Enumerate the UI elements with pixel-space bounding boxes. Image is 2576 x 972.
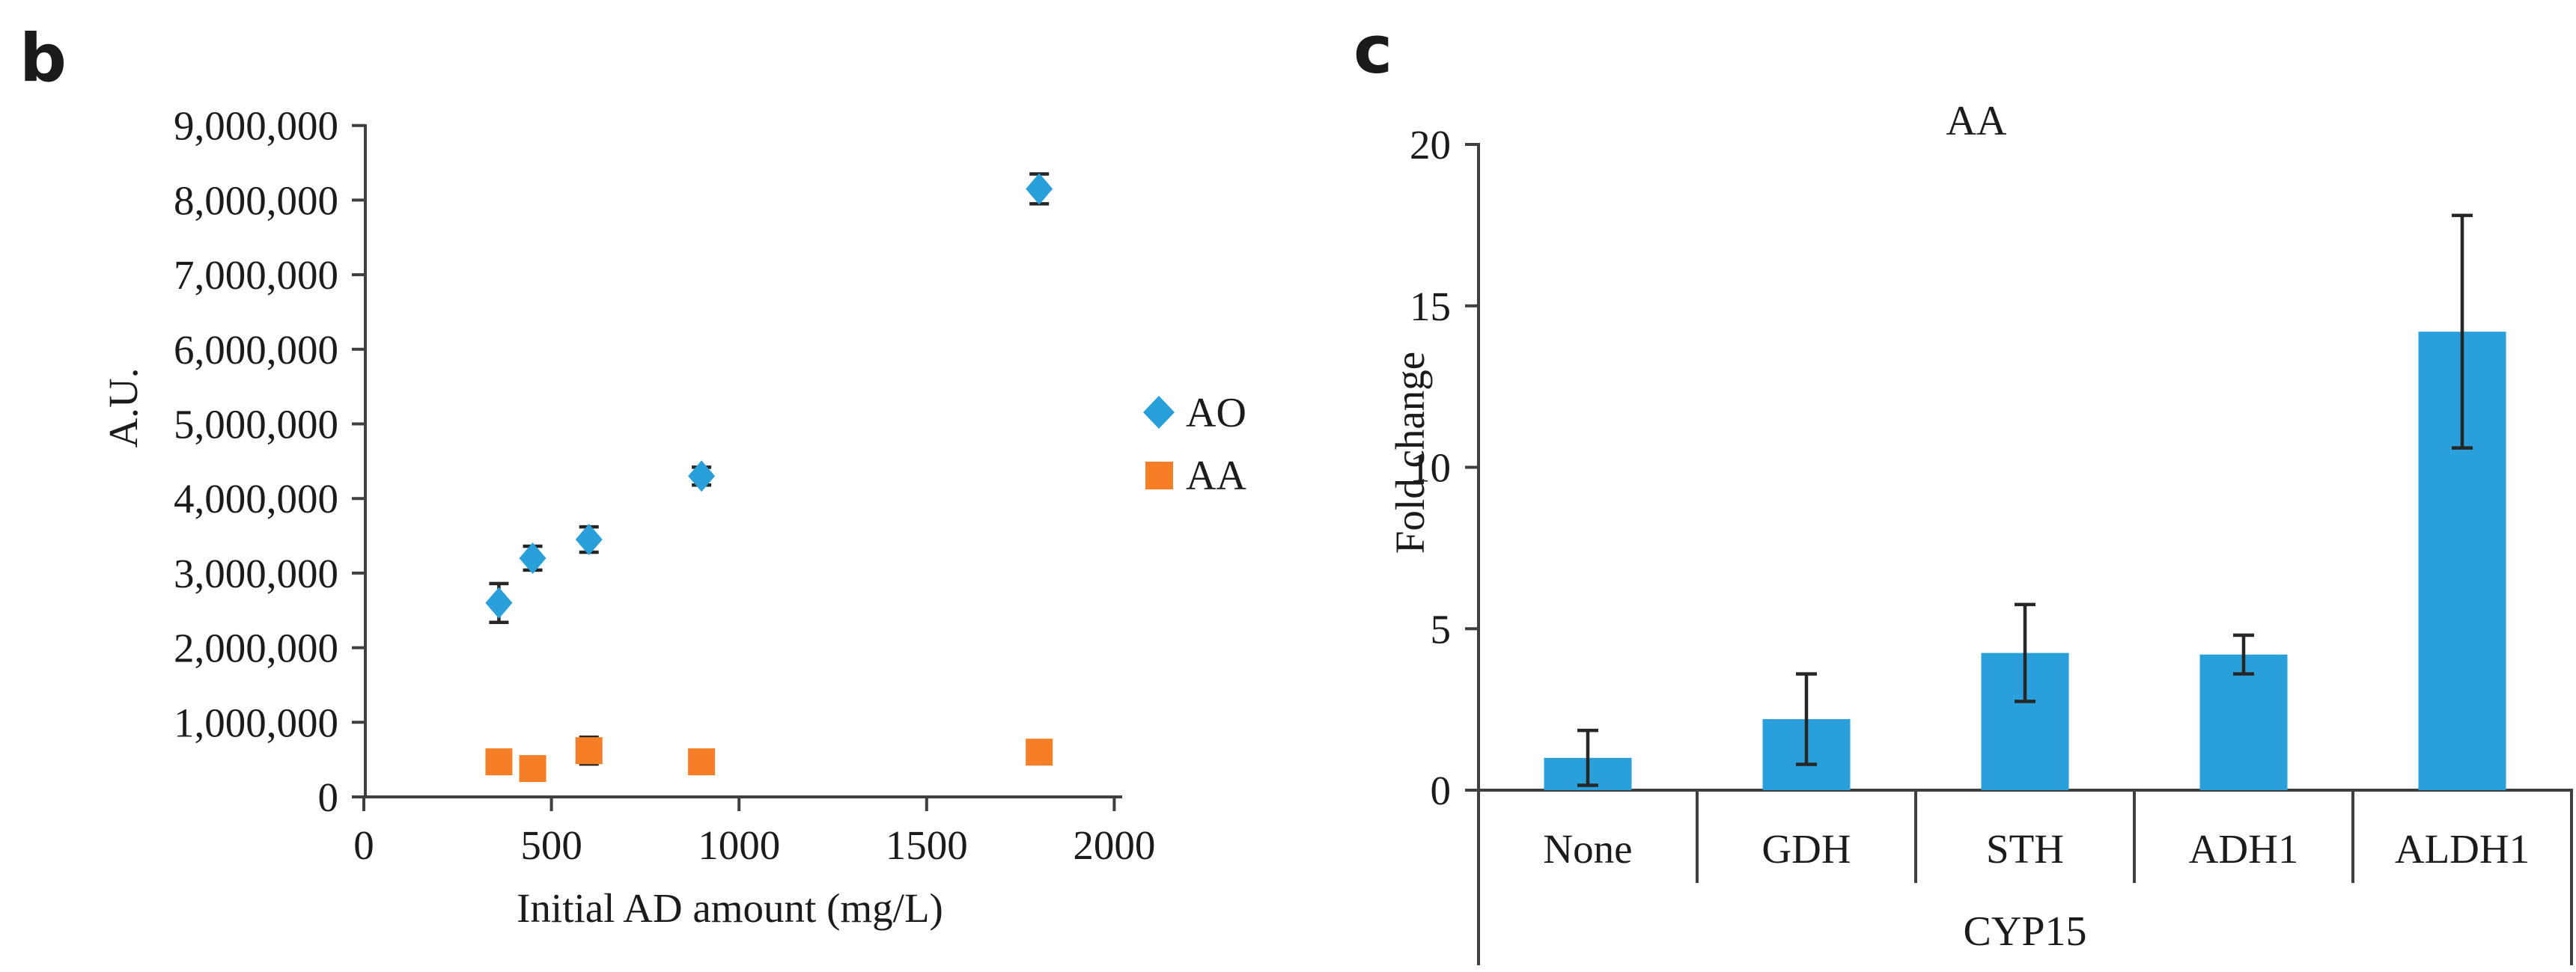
panel-b-x-tick-label: 500 (520, 822, 582, 868)
panel-c-y-tick-label: 20 (1410, 122, 1451, 168)
category-label-none: None (1543, 826, 1632, 872)
panel-c-letter: c (1354, 11, 1392, 88)
panel-b-legend: AO AA (1143, 390, 1246, 499)
data-point-square-aa (519, 755, 546, 783)
legend-ao-diamond-icon (1143, 396, 1175, 429)
legend-ao-label: AO (1186, 390, 1246, 436)
panel-b-x-tick-label: 0 (353, 822, 374, 868)
panel-c-y-tick-label: 15 (1410, 284, 1451, 329)
category-label-sth: STH (1986, 826, 2064, 872)
panel-b-x-axis-title: Initial AD amount (mg/L) (517, 885, 943, 931)
data-point-diamond-ao (485, 587, 513, 619)
legend-aa-label: AA (1186, 453, 1246, 499)
data-point-square-aa (485, 748, 513, 776)
data-point-diamond-ao (575, 524, 603, 556)
panel-b-y-tick-label: 3,000,000 (174, 551, 338, 596)
panel-b-x-tick-label: 2000 (1073, 822, 1155, 868)
panel-b: A.U. Initial AD amount (mg/L) AO AA 0 1,0… (100, 103, 1246, 931)
bar-adh1 (2199, 654, 2288, 790)
category-label-adh1: ADH1 (2189, 826, 2299, 872)
panel-c-y-tick-label: 5 (1431, 606, 1452, 652)
panel-b-letter: b (19, 19, 67, 97)
panel-c-group-label: CYP15 (1964, 908, 2087, 955)
panel-b-y-tick-label: 9,000,000 (174, 103, 338, 149)
panel-c-y-tick-label: 0 (1431, 768, 1452, 813)
panel-b-y-tick-label: 1,000,000 (174, 700, 338, 745)
data-point-square-aa (1026, 739, 1053, 766)
panel-b-y-tick-label: 2,000,000 (174, 626, 338, 671)
category-label-aldh1: ALDH1 (2395, 826, 2530, 872)
panel-b-y-tick-label: 0 (318, 774, 339, 820)
panel-c: AA Fold change CYP15 0 5 10 15 20 None GDH STH A… (1387, 98, 2573, 965)
data-point-square-aa (688, 748, 716, 776)
data-point-diamond-ao (1026, 173, 1053, 205)
data-point-diamond-ao (688, 460, 716, 492)
category-label-gdh: GDH (1762, 826, 1851, 872)
legend-aa-square-icon (1145, 462, 1173, 489)
panel-b-y-tick-label: 7,000,000 (174, 252, 338, 298)
panel-b-x-tick-label: 1500 (886, 822, 968, 868)
panel-c-y-tick-label: 10 (1410, 445, 1451, 491)
panel-b-y-tick-label: 4,000,000 (174, 476, 338, 522)
panel-b-y-axis-title: A.U. (100, 368, 146, 448)
panel-b-y-tick-label: 5,000,000 (174, 402, 338, 447)
panel-b-y-tick-label: 8,000,000 (174, 177, 338, 223)
panel-b-y-tick-label: 6,000,000 (174, 327, 338, 373)
panel-b-x-tick-label: 1000 (698, 822, 780, 868)
panel-c-chart-title: AA (1946, 98, 2007, 144)
data-point-diamond-ao (519, 542, 546, 574)
panel-c-y-axis-title: Fold change (1387, 352, 1433, 554)
data-point-square-aa (575, 737, 603, 765)
